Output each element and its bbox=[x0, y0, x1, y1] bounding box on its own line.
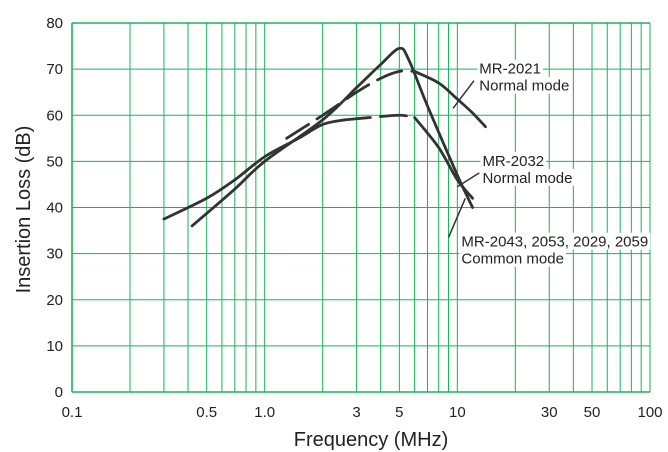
y-axis-title: Insertion Loss (dB) bbox=[13, 126, 35, 294]
annotation-label-2-1: MR-2032 bbox=[482, 153, 544, 170]
series-lines bbox=[162, 46, 487, 228]
series-line-5 bbox=[343, 113, 416, 122]
y-tick-label: 80 bbox=[46, 15, 63, 32]
series-line-6 bbox=[413, 116, 474, 200]
y-tick-label: 10 bbox=[46, 338, 63, 355]
series-line-3 bbox=[413, 70, 487, 129]
annotation-label-3-1: MR-2043, 2053, 2029, 2059 bbox=[461, 234, 648, 251]
x-tick-label: 5 bbox=[395, 404, 403, 421]
annotation-label-1-1: MR-2021 bbox=[479, 61, 541, 78]
x-tick-label: 1.0 bbox=[254, 404, 275, 421]
annotation-backdrop bbox=[477, 76, 572, 94]
y-tick-label: 20 bbox=[46, 292, 63, 309]
x-tick-label: 0.1 bbox=[62, 404, 83, 421]
y-tick-label: 50 bbox=[46, 153, 63, 170]
x-tick-label: 0.5 bbox=[196, 404, 217, 421]
series-line-2 bbox=[285, 69, 416, 140]
annotation-label-3-2: Common mode bbox=[461, 251, 564, 268]
annotation-leader-2 bbox=[456, 172, 480, 188]
x-tick-labels: 0.1 0.5 1.0 3 5 10 30 50 100 bbox=[62, 404, 663, 421]
x-axis-title: Frequency (MHz) bbox=[294, 429, 448, 451]
y-tick-label: 60 bbox=[46, 107, 63, 124]
y-tick-labels: 0 10 20 30 40 50 60 70 80 bbox=[46, 15, 63, 401]
annotation-label-2-2: Normal mode bbox=[482, 170, 572, 187]
x-tick-label: 3 bbox=[352, 404, 360, 421]
annotation-backdrop bbox=[480, 151, 547, 169]
x-tick-label: 100 bbox=[637, 404, 662, 421]
annotation-backdrop bbox=[459, 249, 566, 267]
series-line-4 bbox=[162, 118, 347, 221]
x-tick-label: 50 bbox=[584, 404, 601, 421]
annotation-backdrop bbox=[480, 168, 575, 186]
series-line-1 bbox=[190, 46, 474, 228]
annotation-leader-1 bbox=[452, 80, 475, 109]
x-tick-label: 30 bbox=[541, 404, 558, 421]
x-tick-label: 10 bbox=[449, 404, 466, 421]
grid bbox=[71, 22, 651, 393]
y-tick-label: 30 bbox=[46, 246, 63, 263]
y-tick-label: 0 bbox=[55, 384, 63, 401]
y-tick-label: 40 bbox=[46, 200, 63, 217]
annotation-leader-3 bbox=[447, 197, 466, 238]
annotation-backdrop bbox=[459, 232, 651, 250]
y-tick-label: 70 bbox=[46, 61, 63, 78]
annotation-label-1-2: Normal mode bbox=[479, 78, 569, 95]
annotation-backdrop bbox=[477, 59, 543, 77]
